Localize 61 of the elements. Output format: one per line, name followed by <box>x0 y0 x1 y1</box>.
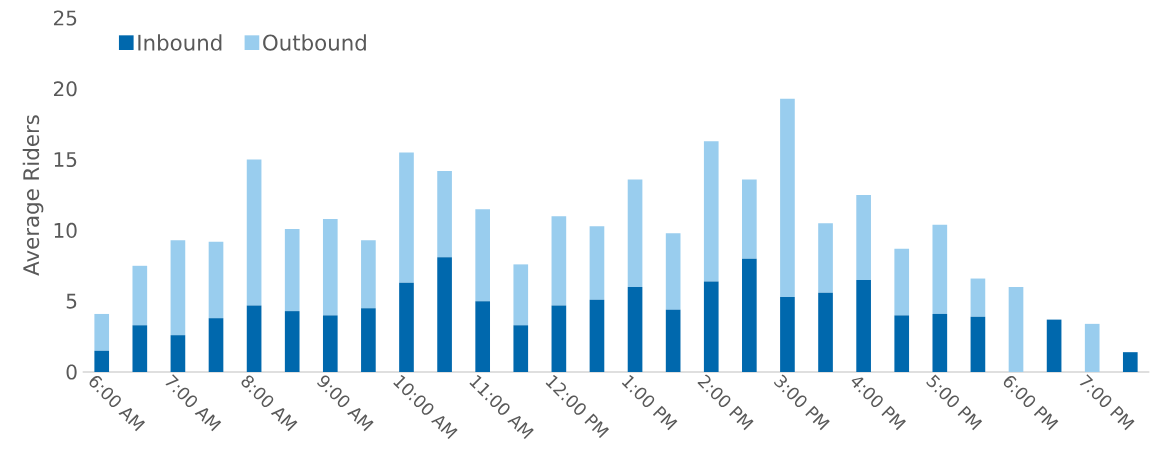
bar <box>818 292 833 372</box>
bar <box>1008 287 1024 372</box>
bar <box>513 264 529 326</box>
legend-label: Inbound <box>138 34 222 51</box>
bar <box>894 315 910 372</box>
bar <box>856 279 871 372</box>
bar <box>856 195 871 280</box>
bar <box>361 308 376 372</box>
bar <box>551 216 567 306</box>
bar <box>970 278 986 317</box>
y-tick-label: 15 <box>54 152 77 168</box>
bar <box>170 240 186 336</box>
bar <box>551 305 567 372</box>
bar <box>627 287 643 372</box>
bar <box>780 98 795 297</box>
bar <box>208 318 224 372</box>
bar <box>589 299 605 372</box>
bar <box>132 325 148 372</box>
bar <box>894 248 910 316</box>
bar <box>437 170 452 258</box>
y-tick-label: 0 <box>66 364 77 380</box>
bar <box>932 224 948 314</box>
y-tick-label: 5 <box>66 293 77 309</box>
bar <box>818 223 833 293</box>
bar <box>284 311 300 372</box>
bar <box>665 233 681 310</box>
bar <box>170 335 186 372</box>
bar <box>208 241 224 319</box>
bar <box>322 219 338 316</box>
bar <box>1122 352 1138 372</box>
bar <box>361 240 376 309</box>
bar <box>246 305 262 372</box>
bar <box>742 179 757 259</box>
bar <box>970 316 986 372</box>
bar <box>475 209 491 302</box>
bar <box>246 159 262 306</box>
bar <box>742 258 757 372</box>
bar <box>399 282 414 372</box>
bar <box>627 179 643 288</box>
bar <box>322 315 338 372</box>
bar <box>703 141 719 282</box>
y-tick-label: 10 <box>54 222 77 238</box>
y-tick-label: 25 <box>53 10 77 26</box>
y-axis-title: Average Riders <box>22 115 44 276</box>
bar <box>780 296 795 372</box>
bar <box>132 265 148 326</box>
bar <box>589 226 605 300</box>
y-tick-label: 20 <box>53 81 77 97</box>
bar <box>284 228 300 312</box>
bar <box>665 309 681 372</box>
bar <box>1046 319 1062 372</box>
bar <box>703 281 719 372</box>
bar <box>399 152 414 283</box>
bar <box>437 257 452 372</box>
bar <box>475 301 491 372</box>
bar <box>513 325 529 372</box>
bar <box>94 350 110 372</box>
legend-label: Outbound <box>263 34 366 51</box>
bar <box>1084 323 1100 372</box>
bar <box>94 313 110 351</box>
bar <box>932 313 948 372</box>
